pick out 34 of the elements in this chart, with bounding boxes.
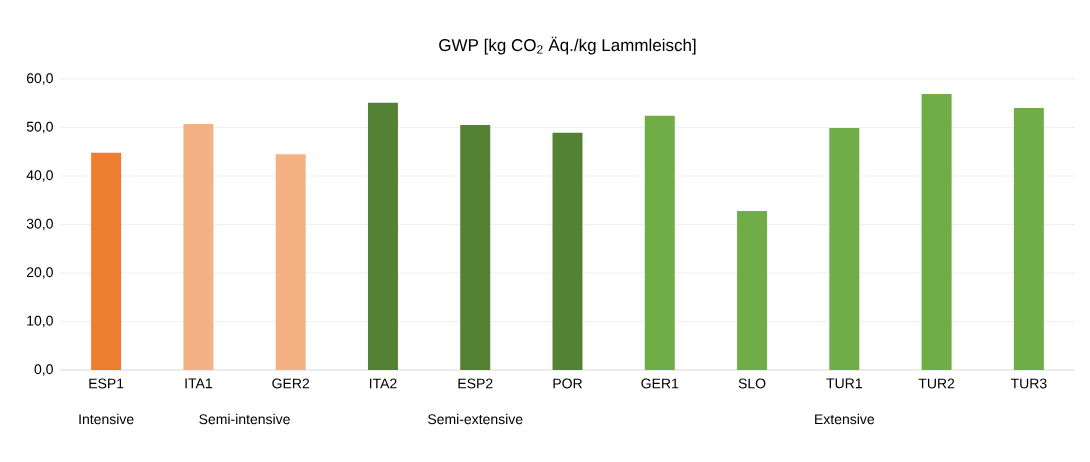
- x-tick-label: SLO: [738, 378, 766, 389]
- text: Intensive: [79, 413, 134, 425]
- x-tick-label: ESP1: [89, 378, 124, 389]
- bar: [367, 102, 398, 370]
- y-tick-label: 20,0: [26, 267, 53, 279]
- text: Extensive: [815, 413, 875, 425]
- bar: [460, 125, 491, 370]
- bar: [183, 124, 214, 370]
- y-tick-label: 40,0: [26, 170, 53, 182]
- x-tick-label: GER1: [641, 378, 679, 389]
- bar: [829, 127, 860, 370]
- x-tick-label: TUR3: [1010, 378, 1047, 389]
- bar: [1013, 108, 1044, 370]
- text: Semi-extensive: [428, 413, 523, 425]
- bar: [737, 210, 768, 370]
- y-tick-label: 30,0: [26, 218, 53, 231]
- y-tick-label: 0,0: [34, 364, 53, 376]
- text: Semi-intensive: [199, 413, 290, 425]
- chart-title: GWP [kg CO$_{2}$ Äq./kg Lammleisch]: [439, 36, 696, 55]
- x-tick-label: GER2: [272, 378, 310, 389]
- y-tick-label: 10,0: [27, 315, 53, 328]
- x-tick-label: ESP2: [458, 378, 493, 389]
- bar: [921, 94, 952, 370]
- x-tick-label: TUR2: [918, 378, 955, 389]
- x-tick-label: ITA2: [369, 378, 397, 389]
- bar: [275, 154, 306, 370]
- y-tick-label: 60,0: [26, 73, 53, 85]
- y-tick-label: 50,0: [26, 121, 53, 134]
- x-tick-label: ITA1: [185, 378, 212, 389]
- bar: [552, 132, 583, 370]
- x-tick-label: POR: [553, 378, 583, 389]
- bar: [91, 152, 122, 370]
- bar: [644, 115, 675, 370]
- x-tick-label: TUR1: [826, 378, 862, 389]
